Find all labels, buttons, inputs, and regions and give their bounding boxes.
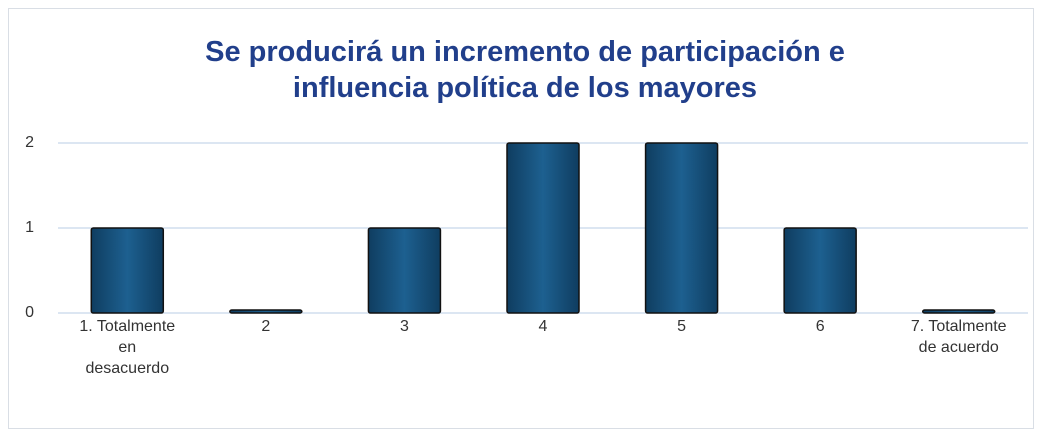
y-tick-label: 1 [25,219,34,236]
y-tick-label: 2 [25,134,34,151]
chart-title: Se producirá un incremento de participac… [205,36,845,104]
y-tick-label: 0 [25,304,34,321]
bar [921,309,996,314]
bar [90,227,165,314]
x-tick-label: 5 [677,318,687,335]
bar [367,227,442,314]
x-tick-label: 6 [815,318,825,335]
bar [229,309,303,314]
x-tick-label: 2 [261,318,271,335]
x-tick-label: 4 [538,318,548,335]
bar [783,227,857,314]
x-tick-label: 3 [399,318,409,335]
bar [506,142,580,314]
x-tick-label: 1. Totalmente en desacuerdo [79,318,176,377]
chart-frame [8,8,1034,429]
x-tick-label: 7. Totalmente de acuerdo [910,318,1007,356]
bar [644,142,719,314]
